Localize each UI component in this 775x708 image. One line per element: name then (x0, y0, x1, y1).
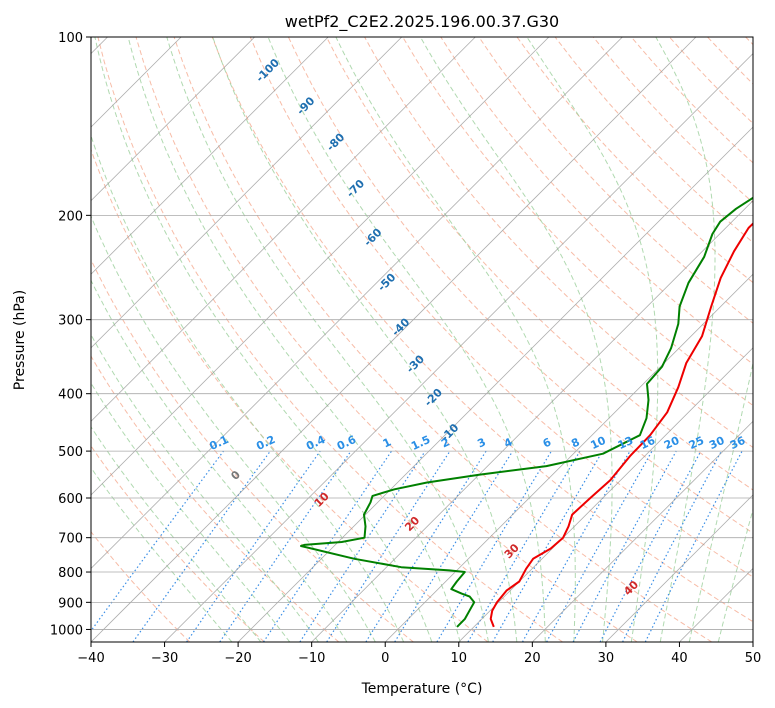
y-tick-label: 100 (58, 31, 83, 46)
x-tick-label: 20 (524, 651, 541, 666)
dry-adiabat (91, 531, 191, 642)
y-axis-label: Pressure (hPa) (12, 290, 28, 390)
moist-adiabat (94, 37, 433, 642)
isotherm (164, 52, 753, 642)
mixing-ratio-line (219, 450, 352, 642)
x-tick-label: −20 (224, 651, 251, 666)
isotherm (91, 37, 697, 642)
isotherm (91, 37, 550, 496)
moist-adiabat (267, 37, 546, 642)
y-tick-label: 800 (58, 566, 83, 581)
moist-adiabat (91, 426, 262, 642)
isotherm (91, 37, 476, 422)
y-tick-label: 300 (58, 314, 83, 329)
dry-adiabat (97, 37, 563, 642)
moist-adiabat (91, 134, 405, 642)
x-tick-label: 10 (451, 651, 468, 666)
dry-adiabat (135, 37, 638, 642)
moist-adiabat (91, 214, 376, 642)
mixing-ratio-line (644, 450, 743, 642)
moist-adiabat (717, 507, 753, 642)
moist-adiabat (335, 37, 576, 642)
mixing-ratio-label: 30 (707, 434, 727, 452)
y-tick-label: 900 (58, 596, 83, 611)
isotherm (311, 200, 753, 642)
moist-adiabat (419, 37, 613, 642)
y-tick-label: 1000 (50, 623, 83, 638)
x-tick-label: 40 (671, 651, 688, 666)
mixing-ratio-label: 16 (638, 434, 658, 452)
isotherm (605, 494, 753, 642)
series-lines (300, 196, 753, 628)
mixing-ratio-label: 36 (728, 434, 748, 452)
dry-adiabat (173, 37, 713, 642)
dry-adiabat (91, 148, 489, 642)
isotherm (91, 37, 255, 202)
isotherm (91, 37, 329, 275)
dry-adiabat (211, 37, 753, 623)
dry-adiabat (91, 355, 340, 642)
mixing-ratio-label: 20 (662, 434, 682, 452)
moist-adiabat (212, 37, 518, 642)
y-axis: 100 200 300 400 500 600 700 800 900 1000 (50, 31, 91, 638)
temperature-line (489, 222, 753, 628)
y-tick-label: 200 (58, 209, 83, 224)
moist-adiabat (688, 361, 753, 642)
x-tick-label: 30 (598, 651, 615, 666)
y-tick-label: 400 (58, 388, 83, 403)
dry-adiabat (402, 37, 753, 407)
moist-adiabat (166, 37, 489, 642)
mixing-ratio-line (299, 450, 426, 642)
mixing-ratio-line (572, 450, 677, 642)
dry-adiabat (91, 445, 265, 642)
mixing-ratio-line (521, 450, 631, 642)
moist-adiabat (91, 333, 319, 642)
chart-title: wetPf2_C2E2.2025.196.00.37.G30 (285, 12, 559, 32)
mixing-ratio-line (91, 450, 224, 632)
mixing-ratio-label: 10 (588, 434, 608, 452)
dry-adiabat (249, 37, 753, 578)
x-tick-label: 50 (745, 651, 762, 666)
x-tick-label: −30 (151, 651, 178, 666)
y-tick-label: 500 (58, 445, 83, 460)
moist-adiabat (127, 37, 461, 642)
isotherm (237, 126, 753, 642)
isotherm (91, 37, 623, 570)
dewpoint-line (300, 196, 753, 628)
x-tick-label: −40 (77, 651, 104, 666)
mixing-ratio-line (394, 450, 514, 642)
mixing-ratio-line (546, 450, 653, 642)
mixing-ratio-line (186, 450, 321, 642)
mixing-ratio-line (262, 450, 392, 642)
x-tick-label: 0 (381, 651, 389, 666)
mixing-ratio-label: 13 (616, 434, 635, 452)
dry-adiabat (326, 37, 753, 491)
mixing-ratio-label: 25 (687, 434, 706, 452)
dry-adiabat (516, 37, 753, 284)
plot-frame (90, 36, 754, 643)
y-tick-label: 700 (58, 532, 83, 547)
x-axis-label: Temperature (°C) (361, 681, 483, 697)
mixing-ratio-line (326, 450, 451, 642)
moist-adiabat (91, 466, 233, 642)
dry-adiabat (478, 37, 753, 324)
isotherm (532, 420, 753, 642)
isotherm (384, 273, 753, 642)
mixing-ratio-line (132, 450, 271, 642)
background-lines (91, 37, 753, 642)
isotherm (91, 37, 403, 349)
x-axis: −40 −30 −20 −10 0 10 20 30 40 50 (77, 642, 761, 666)
moist-adiabat (526, 37, 659, 642)
y-tick-label: 600 (58, 492, 83, 507)
x-tick-label: −10 (298, 651, 325, 666)
moist-adiabat (655, 37, 716, 642)
